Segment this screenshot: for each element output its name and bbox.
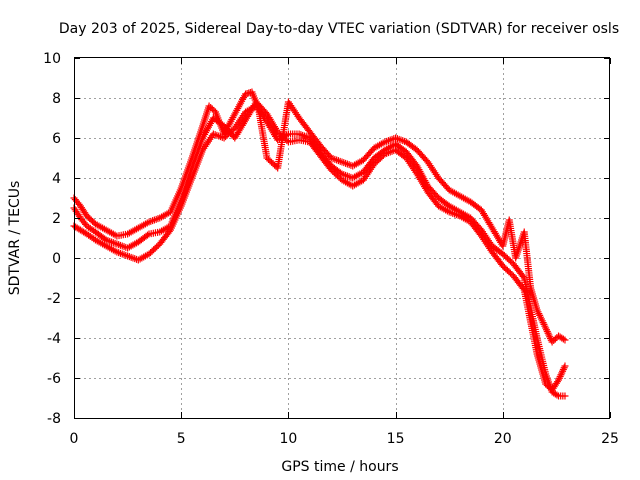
plot-frame: [74, 57, 610, 419]
data-point: [543, 382, 551, 389]
x-axis-label: GPS time / hours: [281, 459, 398, 475]
data-points: [70, 88, 569, 400]
data-point: [561, 392, 569, 400]
x-tick-label: 0: [70, 431, 79, 447]
y-tick-label: 10: [43, 51, 61, 67]
data-point: [207, 104, 215, 111]
data-point: [519, 272, 527, 280]
y-axis-label: SDTVAR / TECUs: [7, 181, 23, 296]
chart-title: Day 203 of 2025, Sidereal Day-to-day VTE…: [59, 21, 619, 37]
data-point: [205, 102, 213, 110]
x-tick-label: 25: [601, 431, 619, 447]
data-point: [144, 231, 152, 239]
data-point: [519, 284, 527, 292]
y-tick-label: -6: [47, 371, 61, 387]
data-point: [90, 235, 98, 243]
data-point: [553, 391, 561, 399]
grid: [74, 58, 610, 418]
y-tick-label: -2: [47, 291, 61, 307]
y-tick-label: 4: [52, 171, 61, 187]
y-tick-label: 0: [52, 251, 61, 267]
y-tick-label: 8: [52, 91, 61, 107]
data-point: [548, 338, 556, 346]
y-tick-label: 6: [52, 131, 61, 147]
data-point: [542, 380, 550, 388]
y-tick-label: -4: [47, 331, 61, 347]
x-tick-label: 5: [177, 431, 186, 447]
data-point: [550, 337, 558, 344]
data-point: [283, 137, 291, 145]
x-tick-label: 10: [279, 431, 297, 447]
y-tick-label: -8: [47, 411, 61, 427]
data-point: [561, 336, 569, 344]
y-tick-label: 2: [52, 211, 61, 227]
x-tick-label: 15: [387, 431, 405, 447]
data-point: [551, 335, 559, 343]
data-point: [559, 335, 567, 343]
data-point: [561, 362, 569, 370]
x-tick-label: 20: [494, 431, 512, 447]
data-point: [208, 105, 216, 113]
axes: 0 5 10 15 20 25 -8 -6 -4 -2 0 2 4 6 8 10: [43, 51, 619, 447]
